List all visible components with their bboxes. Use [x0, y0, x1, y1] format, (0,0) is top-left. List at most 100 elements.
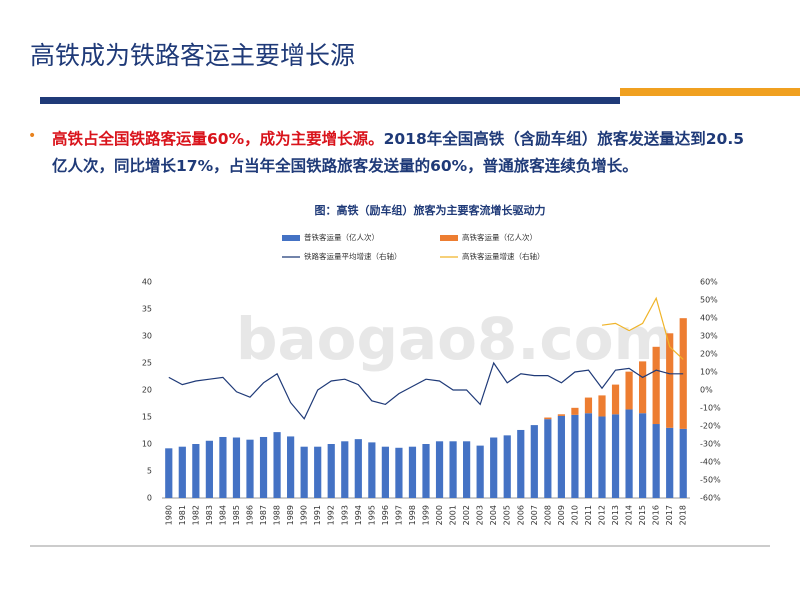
y-tick-label: 30: [142, 332, 152, 341]
x-tick-label: 1992: [327, 505, 336, 525]
y2-tick-label: -50%: [700, 476, 721, 485]
bar: [408, 446, 417, 498]
slide-title: 高铁成为铁路客运主要增长源: [30, 41, 356, 70]
bar: [287, 436, 295, 498]
body-text: 2018年全国高铁（含励车组）旅客发送量达到20.5亿人次，同比增长17%，占当…: [52, 130, 744, 175]
y-tick-label: 35: [142, 305, 152, 314]
bullet-text: 高铁占全国铁路客运量60%，成为主要增长源。2018年全国高铁（含励车组）旅客发…: [52, 126, 757, 180]
bar: [192, 444, 200, 498]
x-tick-label: 1983: [205, 505, 214, 525]
legend-swatch: [282, 235, 300, 241]
x-tick-label: 1989: [286, 505, 295, 525]
y2-tick-label: -20%: [700, 422, 721, 431]
bar: [625, 371, 633, 410]
bar: [476, 445, 484, 498]
x-tick-label: 2004: [489, 505, 498, 525]
bar: [314, 446, 322, 498]
bar: [652, 346, 660, 425]
x-tick-label: 1984: [218, 505, 227, 525]
bar: [611, 414, 620, 498]
bar: [300, 446, 308, 498]
bar: [679, 428, 687, 498]
bar: [178, 446, 186, 498]
x-tick-label: 2002: [462, 505, 471, 525]
bar: [395, 447, 403, 498]
y2-tick-label: 50%: [700, 296, 718, 305]
bar: [544, 419, 552, 498]
x-tick-label: 2012: [598, 505, 607, 525]
x-tick-label: 2008: [543, 505, 552, 525]
bar: [165, 448, 173, 498]
x-tick-label: 2003: [476, 505, 485, 525]
x-tick-label: 1991: [313, 505, 322, 525]
chart-title: 图：高铁（励车组）旅客为主要客流增长驱动力: [315, 203, 546, 217]
x-tick-label: 1999: [422, 505, 431, 525]
y-tick-label: 40: [142, 278, 152, 287]
bar: [435, 441, 444, 498]
y2-tick-label: 40%: [700, 314, 718, 323]
bar: [463, 441, 471, 498]
y-tick-label: 5: [147, 467, 152, 476]
x-tick-label: 1998: [408, 505, 417, 525]
bar: [666, 427, 674, 498]
bar: [232, 437, 241, 498]
bar: [544, 417, 552, 420]
x-tick-label: 1985: [232, 505, 241, 525]
x-tick-label: 1990: [300, 505, 309, 525]
bar: [584, 397, 593, 414]
bar: [327, 444, 335, 498]
bar: [557, 415, 565, 498]
x-tick-label: 1980: [164, 505, 173, 525]
bar: [219, 436, 227, 498]
bar: [652, 424, 660, 498]
y-tick-label: 0: [147, 494, 152, 503]
x-tick-label: 1993: [340, 505, 349, 525]
bar: [530, 425, 538, 498]
bar: [639, 413, 647, 498]
bar: [611, 384, 620, 415]
y2-tick-label: -30%: [700, 440, 721, 449]
y-tick-label: 15: [142, 413, 152, 422]
watermark: baogao8.com: [236, 305, 674, 373]
title-rule-accent: [620, 88, 800, 96]
legend-label: 高铁客运量增速（右轴）: [462, 251, 545, 261]
x-tick-label: 2006: [516, 505, 525, 525]
y2-tick-label: 20%: [700, 350, 718, 359]
bar: [259, 436, 268, 498]
y2-tick-label: 10%: [700, 368, 718, 377]
y2-tick-label: 30%: [700, 332, 718, 341]
x-tick-label: 2018: [679, 505, 688, 525]
bar: [422, 444, 430, 498]
y2-tick-label: -60%: [700, 494, 721, 503]
bar: [571, 407, 579, 415]
bar: [517, 429, 525, 498]
bar: [273, 432, 281, 498]
bar: [584, 413, 593, 498]
y2-tick-label: -40%: [700, 458, 721, 467]
bar: [341, 441, 349, 498]
x-tick-label: 2005: [503, 505, 512, 525]
bar: [557, 414, 565, 416]
bar: [246, 439, 254, 498]
x-tick-label: 2015: [638, 505, 647, 525]
bar: [368, 442, 376, 498]
line-series: [168, 361, 684, 420]
bar: [449, 441, 457, 498]
x-tick-label: 2016: [652, 505, 661, 525]
bar: [625, 409, 633, 498]
x-tick-label: 1981: [178, 505, 187, 525]
highlight: 高铁占全国铁路客运量60%，成为主要增长源。: [52, 130, 384, 148]
x-tick-label: 1988: [273, 505, 282, 525]
bar: [666, 333, 674, 428]
legend-label: 高铁客运量（亿人次）: [462, 232, 537, 242]
x-tick-label: 2017: [665, 505, 674, 525]
bullet-dot: •: [28, 128, 37, 144]
x-tick-label: 1982: [191, 505, 200, 525]
bar: [205, 440, 213, 498]
legend-swatch: [440, 235, 458, 241]
y2-tick-label: -10%: [700, 404, 721, 413]
legend-label: 普铁客运量（亿人次）: [304, 232, 379, 242]
bar: [490, 437, 498, 498]
